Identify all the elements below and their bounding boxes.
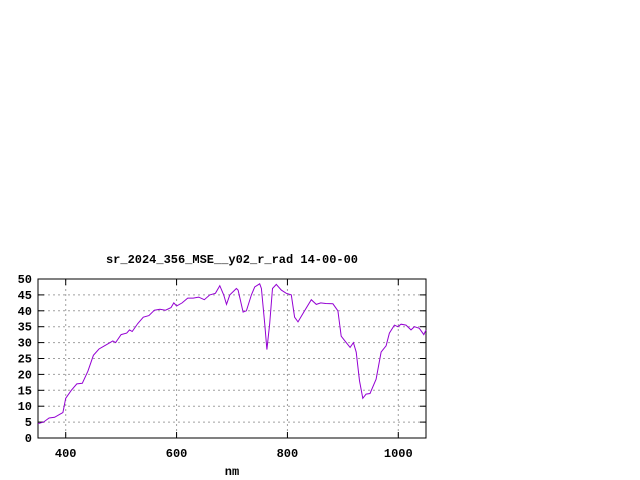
y-tick-label: 40 (18, 305, 32, 319)
x-tick-label: 400 (55, 447, 77, 461)
series-line (37, 283, 427, 425)
y-tick-label: 15 (18, 384, 32, 398)
y-tick-label: 25 (18, 353, 32, 367)
grid (38, 279, 426, 438)
plot-border (37, 278, 427, 439)
x-axis-label: nm (225, 465, 239, 479)
y-tick-label: 45 (18, 289, 32, 303)
y-tick-label: 20 (18, 368, 32, 382)
y-tick-label: 10 (18, 400, 32, 414)
x-tick-label: 600 (166, 447, 188, 461)
x-tick-label: 800 (277, 447, 299, 461)
y-tick-label: 0 (25, 432, 32, 446)
x-tick-label: 1000 (384, 447, 413, 461)
y-tick-label: 30 (18, 337, 32, 351)
y-tick-label: 5 (25, 416, 32, 430)
y-tick-label: 35 (18, 321, 32, 335)
chart-title: sr_2024_356_MSE__y02_r_rad 14-00-00 (106, 253, 358, 267)
y-tick-label: 50 (18, 273, 32, 287)
